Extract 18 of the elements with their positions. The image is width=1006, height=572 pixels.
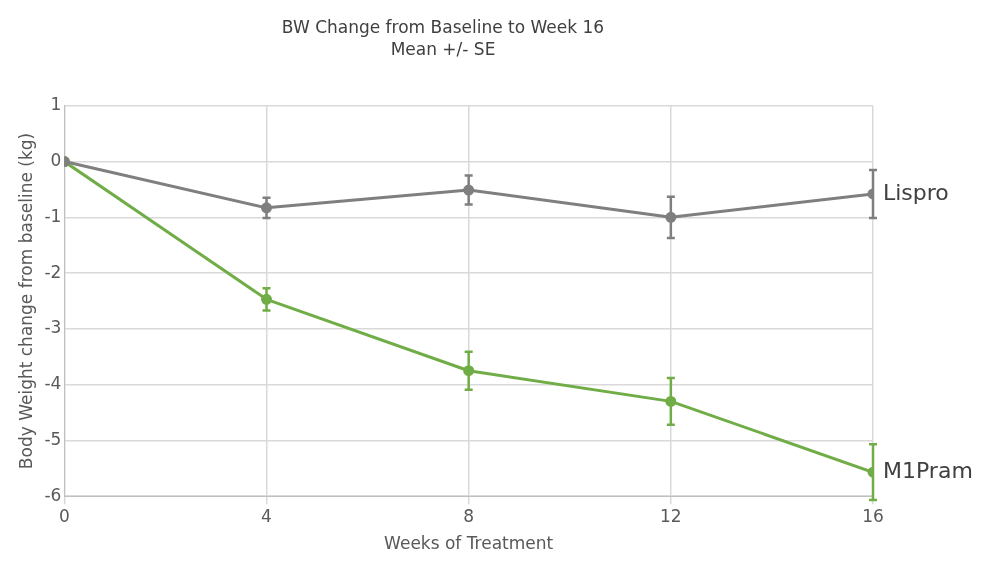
y-tick-label: 0 (50, 149, 62, 170)
chart-subtitle: Mean +/- SE (390, 39, 496, 60)
y-tick-label: -3 (44, 317, 62, 338)
series-label: Lispro (883, 179, 949, 205)
x-tick-label: 16 (862, 505, 884, 526)
x-tick-label: 8 (463, 505, 475, 526)
y-tick-label: -6 (44, 484, 62, 505)
x-tick-label: 12 (660, 505, 682, 526)
x-tick-label: 4 (261, 505, 272, 526)
y-tick-label: -1 (44, 205, 62, 226)
y-tick-label: 1 (50, 94, 62, 115)
y-tick-label: -4 (44, 373, 62, 394)
x-axis-title: Weeks of Treatment (384, 533, 554, 554)
series-label: M1Pram (883, 457, 973, 483)
chart-title: BW Change from Baseline to Week 16 (281, 16, 605, 37)
y-tick-label: -2 (44, 261, 62, 282)
y-axis-title: Body Weight change from baseline (kg) (15, 132, 36, 470)
y-tick-label: -5 (44, 428, 62, 449)
